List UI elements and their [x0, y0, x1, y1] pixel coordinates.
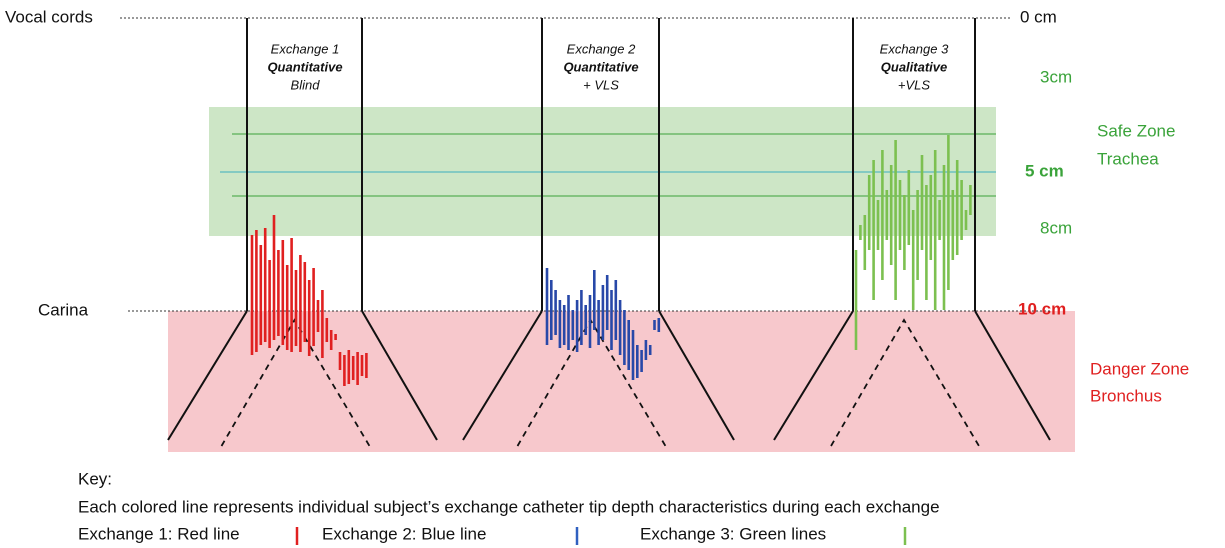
exchange-header: Quantitative — [563, 59, 638, 74]
label: 8cm — [1040, 218, 1072, 237]
diagram: Vocal cords Carina 0 cm 3cm 5 cm 8cm 10 … — [0, 0, 1225, 548]
key-item: Exchange 3: Green lines — [640, 524, 826, 543]
exchange-header: + VLS — [583, 77, 619, 92]
label: 10 cm — [1018, 299, 1066, 318]
key-item: Exchange 2: Blue line — [322, 524, 486, 543]
label: Vocal cords — [5, 7, 93, 26]
exchange-header: Qualitative — [881, 59, 947, 74]
exchange-header: Exchange 1 — [271, 41, 340, 56]
key-text: Each colored line represents individual … — [78, 497, 940, 516]
key-item: Exchange 1: Red line — [78, 524, 240, 543]
label: Safe Zone — [1097, 121, 1175, 140]
exchange-header: Blind — [291, 77, 321, 92]
label: Trachea — [1097, 149, 1159, 168]
label: Carina — [38, 300, 89, 319]
exchange-header: Quantitative — [267, 59, 342, 74]
label: Bronchus — [1090, 386, 1162, 405]
exchange-header: +VLS — [898, 77, 930, 92]
label: Danger Zone — [1090, 359, 1189, 378]
label: 0 cm — [1020, 7, 1057, 26]
key-title: Key: — [78, 469, 112, 488]
exchange-header: Exchange 3 — [880, 41, 949, 56]
label: 5 cm — [1025, 161, 1064, 180]
exchange-header: Exchange 2 — [567, 41, 636, 56]
label: 3cm — [1040, 67, 1072, 86]
